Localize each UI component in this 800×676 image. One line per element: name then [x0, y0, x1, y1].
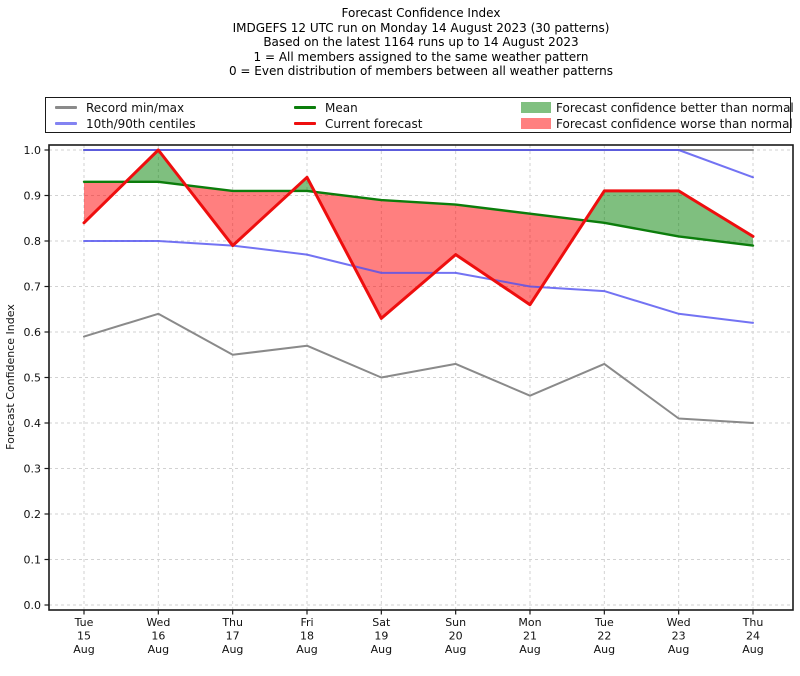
mean-line-swatch: [294, 106, 316, 109]
series-line-record-min: [83, 312, 754, 424]
x-tick-label: Sun 20 Aug: [445, 616, 466, 656]
y-tick-label: 1.0: [24, 144, 42, 157]
fill-better-than-normal: [585, 190, 753, 246]
y-tick-label: 0.8: [24, 235, 42, 248]
x-tick-label: Fri 18 Aug: [296, 616, 317, 656]
chart-title: Forecast Confidence Index: [341, 6, 501, 20]
legend-label: Record min/max: [86, 100, 185, 115]
series-line-90th-centile: [83, 149, 754, 179]
chart-note-zero: 0 = Even distribution of members between…: [228, 64, 614, 79]
y-tick-label: 0.0: [24, 599, 42, 612]
legend-item-worse-than-normal: Forecast confidence worse than normal: [521, 115, 793, 132]
x-tick-label: Thu 24 Aug: [742, 616, 764, 656]
centiles-line-swatch: [55, 122, 77, 125]
y-tick-label: 0.9: [24, 189, 42, 202]
series-lines: [82, 148, 755, 424]
fill-worse-than-normal: [314, 191, 586, 319]
chart-subtitle-run: IMDGEFS 12 UTC run on Monday 14 August 2…: [232, 20, 610, 35]
y-tick-label: 0.7: [24, 280, 42, 293]
y-axis-label: Forecast Confidence Index: [4, 304, 17, 450]
x-tick-label: Tue 15 Aug: [73, 616, 94, 656]
record-minmax-line-swatch: [55, 106, 77, 109]
chart-note-one: 1 = All members assigned to the same wea…: [253, 49, 589, 64]
legend-label: Current forecast: [325, 116, 423, 131]
current-forecast-line-swatch: [294, 122, 316, 125]
fill-better-than-normal: [125, 150, 186, 186]
legend-label: Mean: [325, 100, 358, 115]
x-tick-label: Wed 23 Aug: [667, 616, 691, 656]
y-tick-label: 0.1: [24, 553, 42, 566]
y-tick-label: 0.6: [24, 326, 42, 339]
worse-than-normal-patch-swatch: [521, 118, 551, 129]
legend-item-current-forecast: Current forecast: [294, 115, 422, 132]
chart-subtitle-basis: Based on the latest 1164 runs up to 14 A…: [263, 35, 579, 50]
series-line-10th-centile: [83, 240, 754, 324]
legend-label: Forecast confidence better than normal: [556, 100, 794, 115]
legend-label: Forecast confidence worse than normal: [556, 116, 793, 131]
fill-worse-than-normal: [185, 185, 293, 246]
fill-better-than-normal: [292, 177, 315, 192]
x-tick-label: Mon 21 Aug: [518, 616, 541, 656]
series-line-mean: [82, 180, 755, 247]
chart-title-block: Forecast Confidence Index IMDGEFS 12 UTC…: [45, 6, 797, 79]
fill-regions: [84, 150, 753, 319]
x-tick-label: Wed 16 Aug: [146, 616, 170, 656]
y-tick-label: 0.5: [24, 371, 42, 384]
legend-item-record-minmax: Record min/max: [55, 99, 184, 116]
x-tick-label: Tue 22 Aug: [594, 616, 615, 656]
y-tick-label: 0.3: [24, 462, 42, 475]
better-than-normal-patch-swatch: [521, 102, 551, 113]
y-tick-label: 0.4: [24, 417, 42, 430]
legend-item-better-than-normal: Forecast confidence better than normal: [521, 99, 794, 116]
legend-item-mean: Mean: [294, 99, 358, 116]
legend-label: 10th/90th centiles: [86, 116, 196, 131]
series-line-current-forecast: [82, 148, 755, 320]
axes: 0.0 0.1 0.2 0.3 0.4 0.5 0.6 0.7 0.8 0.9 1.0 Tue 15 Au…: [24, 144, 794, 656]
x-tick-label: Sat 19 Aug: [371, 616, 392, 656]
y-tick-label: 0.2: [24, 508, 42, 521]
x-tick-label: Thu 17 Aug: [221, 616, 243, 656]
legend: Record min/max 10th/90th centiles Mean C…: [45, 97, 794, 133]
legend-item-centiles: 10th/90th centiles: [55, 115, 196, 132]
